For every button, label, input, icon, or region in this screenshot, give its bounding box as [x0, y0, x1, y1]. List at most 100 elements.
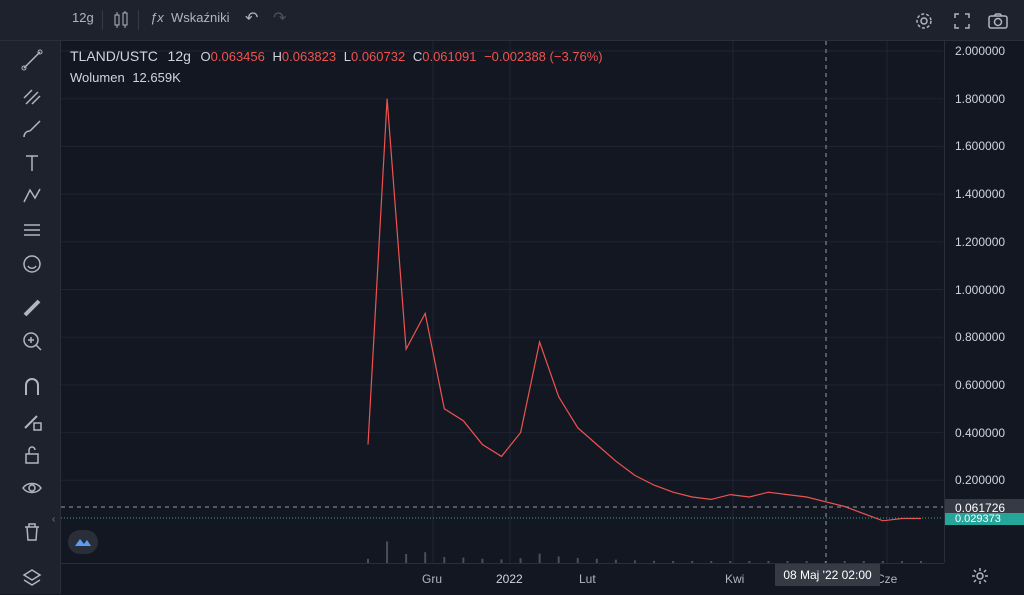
volume-bar: [367, 558, 369, 563]
ohlc-legend: TLAND/USTC 12g O0.063456 H0.063823 L0.06…: [70, 48, 603, 64]
candles-icon[interactable]: [112, 10, 130, 30]
volume-bar: [424, 552, 427, 563]
volume-bar: [672, 561, 675, 563]
volume-bar: [729, 561, 732, 563]
volume-bar: [538, 553, 541, 563]
time-label-lut: Lut: [579, 572, 596, 586]
magnet-icon[interactable]: [20, 375, 44, 399]
undo-icon[interactable]: ↶: [245, 10, 259, 27]
emoji-icon[interactable]: [20, 252, 44, 276]
prediction-icon[interactable]: [20, 218, 44, 242]
volume-bar: [710, 561, 713, 563]
axis-settings-icon[interactable]: [970, 566, 990, 586]
pattern-icon[interactable]: [20, 184, 44, 208]
trend-line-icon[interactable]: [20, 48, 44, 72]
close-label: C: [412, 49, 423, 64]
camera-icon[interactable]: [987, 11, 1009, 31]
volume-bar: [786, 561, 789, 563]
chart-grid: [61, 41, 943, 563]
volume-bar: [595, 558, 598, 563]
price-series-line: [367, 98, 921, 522]
last-price-label: 0.029373: [945, 513, 1024, 525]
redo-icon[interactable]: ↷: [273, 10, 287, 27]
volume-bar: [462, 557, 465, 563]
volume-bar: [405, 554, 408, 563]
volume-bar: [767, 561, 770, 563]
price-tick-label: 1.000000: [955, 282, 1006, 297]
price-tick-label: 0.200000: [955, 473, 1006, 488]
price-tick-label: 1.600000: [955, 139, 1006, 154]
volume-bar: [614, 559, 617, 563]
high-label: H: [272, 49, 282, 64]
volume-bar: [920, 561, 922, 563]
lock-drawing-icon[interactable]: [20, 409, 44, 433]
fx-icon[interactable]: ƒx: [150, 10, 164, 25]
time-axis[interactable]: Gru 2022 Lut Kwi Cze: [61, 563, 944, 595]
brush-icon[interactable]: [20, 117, 44, 141]
trash-icon[interactable]: [20, 520, 44, 544]
volume-bar: [576, 557, 579, 563]
volume-bar: [633, 560, 636, 563]
drawing-toolbar: [0, 0, 61, 594]
price-tick-label: 1.400000: [955, 187, 1006, 202]
zoom-in-icon[interactable]: [20, 329, 44, 353]
legend-interval: 12g: [167, 48, 191, 64]
top-toolbar: 12g ƒx Wskaźniki ↶ ↷: [0, 0, 1024, 41]
volume-legend: Wolumen 12.659K: [70, 70, 181, 85]
price-chart[interactable]: [61, 41, 943, 563]
high-value: 0.063823: [281, 49, 337, 64]
eye-icon[interactable]: [20, 476, 44, 500]
volume-bar: [843, 561, 846, 563]
change-value: −0.002388 (−3.76%): [484, 49, 603, 64]
text-icon[interactable]: [20, 151, 44, 175]
toolbar-divider: [138, 10, 139, 30]
volume-bar: [862, 561, 865, 563]
price-tick-label: 0.800000: [955, 330, 1006, 345]
price-tick-label: 1.800000: [955, 91, 1006, 106]
open-value: 0.063456: [210, 49, 265, 64]
volume-bar: [748, 561, 751, 563]
low-value: 0.060732: [350, 49, 406, 64]
volume-bar: [805, 561, 808, 563]
scroll-left-icon[interactable]: ‹: [52, 514, 56, 525]
volume-bar: [653, 560, 656, 563]
price-tick-label: 0.400000: [955, 425, 1006, 440]
volume-bar: [900, 561, 903, 563]
crosshair-price-label: 0.061726: [945, 499, 1024, 517]
price-axis[interactable]: 2.000000 1.800000 1.600000 1.400000 1.200000…: [944, 41, 1024, 563]
price-tick-label: 0.600000: [955, 377, 1006, 392]
settings-icon[interactable]: [914, 11, 934, 31]
lock-icon[interactable]: [20, 443, 44, 467]
time-label-2022: 2022: [496, 572, 523, 586]
logo-icon: [75, 539, 91, 546]
volume-label[interactable]: Wolumen: [70, 70, 125, 85]
symbol-name[interactable]: TLAND/USTC: [70, 48, 158, 64]
layers-icon[interactable]: [20, 566, 44, 590]
volume-bar: [443, 557, 446, 563]
volume-bar: [386, 541, 389, 563]
pitchfork-icon[interactable]: [20, 84, 44, 108]
volume-value: 12.659K: [132, 70, 181, 85]
low-label: L: [343, 49, 351, 64]
open-label: O: [200, 49, 211, 64]
interval-button[interactable]: 12g: [72, 10, 94, 25]
volume-bar: [691, 561, 694, 563]
time-label-gru: Gru: [422, 572, 443, 586]
fullscreen-icon[interactable]: [952, 11, 972, 31]
indicators-button[interactable]: Wskaźniki: [171, 10, 230, 25]
volume-bar: [557, 556, 560, 563]
tradingview-logo[interactable]: [68, 530, 98, 554]
volume-bar: [519, 558, 522, 563]
time-label-kwi: Kwi: [725, 572, 745, 586]
time-label-cze: Cze: [876, 572, 898, 586]
price-tick-label: 2.000000: [955, 44, 1006, 58]
volume-bar: [881, 561, 884, 563]
volume-bar: [481, 558, 484, 563]
crosshair-time-label: 08 Maj '22 02:00: [775, 564, 880, 586]
volume-bars: [367, 541, 922, 563]
ruler-icon[interactable]: [20, 296, 44, 320]
close-value: 0.061091: [422, 49, 477, 64]
toolbar-divider: [102, 10, 103, 30]
volume-bar: [500, 559, 503, 563]
